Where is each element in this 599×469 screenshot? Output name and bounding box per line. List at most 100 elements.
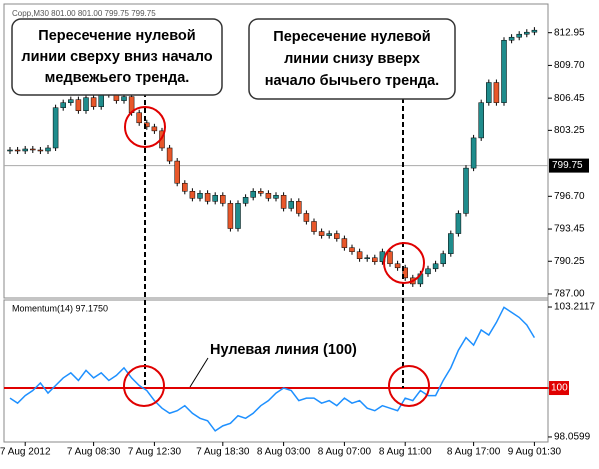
candle-body xyxy=(174,160,180,184)
candle-body xyxy=(463,167,469,214)
candle-body xyxy=(136,112,142,124)
candle-body xyxy=(311,221,317,232)
candle-body xyxy=(326,233,332,236)
candle-body xyxy=(83,97,89,111)
y-tick-label: 103.2117 xyxy=(554,302,595,313)
candle-body xyxy=(197,193,203,199)
y-tick-label: 806.45 xyxy=(554,93,585,104)
candle-body xyxy=(182,182,188,192)
candle-body xyxy=(14,149,21,152)
candle-body xyxy=(60,102,66,108)
candle-body xyxy=(349,247,355,252)
momentum-line xyxy=(9,306,536,432)
candle-body xyxy=(524,31,530,35)
x-tick-label: 7 Aug 12:30 xyxy=(128,447,182,458)
x-tick-label: 7 Aug 2012 xyxy=(0,447,51,458)
highlight-circle xyxy=(388,365,430,407)
candle-body xyxy=(273,195,279,199)
callout-text: медвежьего тренда. xyxy=(45,70,190,86)
chart-title: Copp,M30 801.00 801.00 799.75 799.75 xyxy=(12,9,156,18)
candle-body xyxy=(121,96,127,101)
candle-body xyxy=(387,251,393,265)
candle-body xyxy=(37,149,44,152)
last-price-label: 799.75 xyxy=(552,160,583,171)
x-tick-label: 8 Aug 07:00 xyxy=(318,447,372,458)
candle-body xyxy=(98,94,104,107)
callout-text: Пересечение нулевой xyxy=(273,29,430,45)
candle-body xyxy=(493,82,500,103)
callout-text: Пересечение нулевой xyxy=(38,28,195,44)
y-tick-label: 787.00 xyxy=(554,289,585,300)
y-tick-label: 793.45 xyxy=(554,224,585,235)
candle-body xyxy=(455,213,462,234)
y-tick-label: 803.25 xyxy=(554,125,585,136)
candle-body xyxy=(204,193,211,202)
x-tick-label: 7 Aug 18:30 xyxy=(196,447,250,458)
x-tick-label: 8 Aug 17:00 xyxy=(447,447,501,458)
candle-body xyxy=(45,147,51,152)
candle-body xyxy=(227,203,234,229)
candle-body xyxy=(30,148,36,151)
candle-body xyxy=(166,147,173,162)
highlight-circle xyxy=(124,106,166,148)
y-tick-label: 100 xyxy=(551,383,568,394)
candle-body xyxy=(258,191,264,194)
candle-body xyxy=(516,33,522,38)
x-tick-label: 8 Aug 11:00 xyxy=(379,447,432,458)
candle-body xyxy=(508,36,515,41)
callout-box xyxy=(11,18,223,96)
candle-body xyxy=(296,201,302,214)
candle-body xyxy=(242,197,249,204)
candle-body xyxy=(334,233,340,239)
callout-box xyxy=(248,18,456,100)
candle-body xyxy=(470,137,477,169)
momentum-panel xyxy=(3,299,549,443)
candle-body xyxy=(394,263,401,269)
candle-body xyxy=(189,191,196,199)
highlight-circle xyxy=(383,242,425,284)
candle-body xyxy=(90,97,97,107)
candle-body xyxy=(22,148,28,152)
candle-body xyxy=(478,102,484,139)
y-tick-label: 809.70 xyxy=(554,60,585,71)
x-tick-label: 8 Aug 03:00 xyxy=(257,447,311,458)
y-tick-label: 796.70 xyxy=(554,191,585,202)
level-box xyxy=(549,381,569,396)
candle-body xyxy=(402,267,408,279)
candle-body xyxy=(151,126,158,132)
last-price-box xyxy=(549,158,589,173)
callout-text: начало бычьего тренда. xyxy=(265,73,439,89)
candle-body xyxy=(303,213,310,222)
x-tick-label: 7 Aug 08:30 xyxy=(67,447,121,458)
y-tick-label: 812.95 xyxy=(554,27,585,38)
candle-body xyxy=(75,99,82,111)
candle-body xyxy=(265,193,272,199)
candle-body xyxy=(341,238,348,248)
candle-body xyxy=(432,263,439,270)
candle-body xyxy=(440,253,446,265)
highlight-circle xyxy=(123,365,165,407)
callout-text: линии снизу вверх xyxy=(284,51,420,67)
candle-body xyxy=(372,257,378,263)
candle-body xyxy=(486,82,492,103)
candle-body xyxy=(501,39,507,103)
candle-body xyxy=(250,191,256,198)
candle-body xyxy=(448,233,454,254)
candle-body xyxy=(356,251,363,259)
candle-body xyxy=(235,203,241,229)
indicator-title: Momentum(14) 97.1750 xyxy=(12,303,108,313)
y-tick-label: 790.25 xyxy=(554,256,585,267)
pointer-line xyxy=(189,357,209,388)
callout-text: линии сверху вниз начало xyxy=(21,49,212,65)
candle-body xyxy=(280,195,287,209)
x-tick-label: 9 Aug 01:30 xyxy=(508,447,562,458)
candle-body xyxy=(212,195,218,202)
candle-body xyxy=(288,201,294,209)
candle-body xyxy=(425,268,431,275)
zero-line-label: Нулевая линия (100) xyxy=(210,342,357,358)
candle-body xyxy=(7,149,13,152)
candle-body xyxy=(220,195,226,204)
annotations: Пересечение нулевой линии сверху вниз на… xyxy=(11,18,456,407)
candle-body xyxy=(68,99,74,103)
